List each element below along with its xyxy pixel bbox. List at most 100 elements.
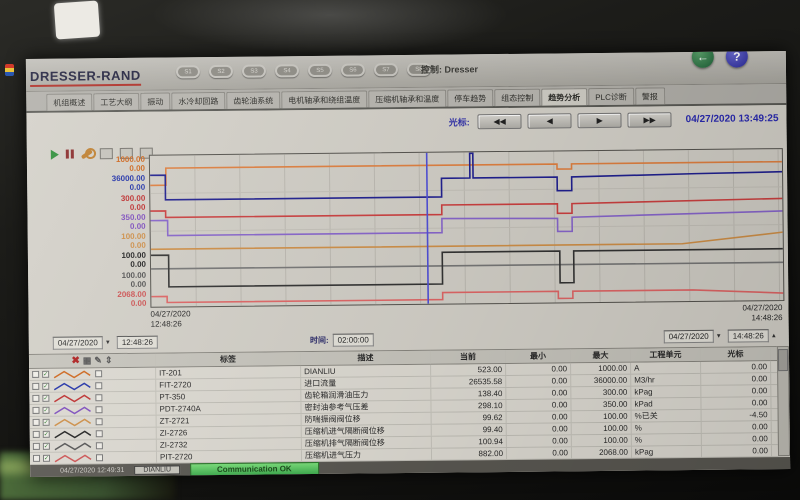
pen-description: 压缩机进气隔断阀位移 xyxy=(301,424,432,438)
tab-1[interactable]: 机组概述 xyxy=(46,93,93,111)
s-button-s1[interactable]: S1 xyxy=(175,65,201,79)
edit-pen-icon[interactable]: ✎ xyxy=(94,355,102,366)
pen-row-IT-201[interactable]: ✓ IT-201 DIANLIU 523.00 0.00 1000.00 A 0.00 xyxy=(29,361,778,381)
pen-row-tools: ✓ xyxy=(29,427,157,440)
tab-7[interactable]: 压缩机轴承和温度 xyxy=(368,89,447,108)
pen-enabled-checkbox[interactable]: ✓ xyxy=(42,406,50,414)
column-header-7[interactable]: 光标 xyxy=(700,347,772,361)
tab-4[interactable]: 水冷却回路 xyxy=(171,91,226,110)
pen-enabled-checkbox[interactable]: ✓ xyxy=(42,418,50,426)
column-header-2[interactable]: 描述 xyxy=(300,350,432,366)
end-time-field[interactable]: 14:48:26 xyxy=(727,329,769,343)
start-date-picker[interactable]: 04/27/2020 xyxy=(52,336,103,350)
pen-row-PIT-2720[interactable]: ✓ PIT-2720 压缩机进气压力 882.00 0.00 2068.00 kPag 0.0… xyxy=(29,445,779,465)
tab-2[interactable]: 工艺大纲 xyxy=(93,92,140,111)
tab-9[interactable]: 组态控制 xyxy=(494,88,541,107)
column-header-5[interactable]: 最大 xyxy=(570,348,632,363)
pen-color-swatch xyxy=(54,394,91,402)
s-button-s7[interactable]: S7 xyxy=(373,63,399,77)
pen-enabled-checkbox[interactable]: ✓ xyxy=(42,394,50,402)
pen-min-value: 0.00 xyxy=(506,363,572,375)
tab-5[interactable]: 齿轮油系统 xyxy=(226,91,281,109)
pen-row-PT-350[interactable]: ✓ PT-350 齿轮箱润滑油压力 138.40 0.00 300.00 kPag 0.00 xyxy=(29,385,778,405)
pen-current-value: 26535.58 xyxy=(431,375,507,388)
tab-6[interactable]: 电机轴承和绕组温度 xyxy=(281,90,368,109)
pen-row-ZT-2721[interactable]: ✓ ZT-2721 防喘振阀阀位移 99.62 0.00 100.00 %已关 -4.50 xyxy=(29,409,778,429)
pen-row-PDT-2740A[interactable]: ✓ PDT-2740A 密封油参考气压差 298.10 0.00 350.00 kPad 0.… xyxy=(29,397,778,417)
s-button-s3[interactable]: S3 xyxy=(241,64,267,78)
pen-visible-checkbox[interactable] xyxy=(32,454,41,462)
column-header-6[interactable]: 工程单元 xyxy=(630,347,702,362)
pen-visible-checkbox[interactable] xyxy=(32,406,40,414)
pen-row-tools: ✓ xyxy=(29,379,157,392)
pen-unit: A xyxy=(631,361,702,374)
pen-description: 压缩机排气隔断阀位移 xyxy=(301,436,432,450)
help-icon[interactable]: ? xyxy=(725,51,748,68)
start-date-dropdown-icon[interactable]: ▼ xyxy=(104,339,111,346)
pen-visible-checkbox[interactable] xyxy=(32,382,40,390)
cursor-step-button-3[interactable]: ▶ xyxy=(577,112,622,129)
pen-visible-checkbox[interactable] xyxy=(32,442,40,450)
x-axis-labels: 04/27/2020 12:48:26 04/27/2020 14:48:26 xyxy=(150,303,782,330)
pen-scale-button[interactable] xyxy=(95,442,103,450)
communication-status-button[interactable]: Communication OK xyxy=(189,461,319,477)
pen-visible-checkbox[interactable] xyxy=(32,370,40,378)
end-date-picker[interactable]: 04/27/2020 xyxy=(663,329,714,344)
sort-icon[interactable]: ⇕ xyxy=(104,355,113,366)
cursor-datetime: 04/27/2020 13:49:25 xyxy=(685,113,779,126)
pen-scale-button[interactable] xyxy=(95,454,104,462)
axis-max: 350.00 xyxy=(120,212,146,222)
pen-visible-checkbox[interactable] xyxy=(32,418,40,426)
tab-8[interactable]: 停车趋势 xyxy=(447,89,494,107)
start-time-field[interactable]: 12:48:26 xyxy=(116,335,159,350)
end-time-spinner-icon[interactable]: ▲ xyxy=(770,332,777,339)
axis-min: 0.00 xyxy=(130,240,146,251)
tab-3[interactable]: 振动 xyxy=(140,92,171,110)
trace-PIT-2720 xyxy=(151,289,783,303)
column-header-4[interactable]: 最小 xyxy=(505,349,572,363)
pen-enabled-checkbox[interactable]: ✓ xyxy=(42,370,50,378)
trend-cursor-line[interactable] xyxy=(427,153,429,304)
s-button-s5[interactable]: S5 xyxy=(307,63,333,78)
pen-row-FIT-2720[interactable]: ✓ FIT-2720 进口流量 26535.58 0.00 36000.00 M3/hr 0.… xyxy=(29,373,778,393)
back-icon[interactable]: ← xyxy=(691,51,714,69)
pen-row-tools: ✓ xyxy=(29,439,157,452)
end-date-dropdown-icon[interactable]: ▼ xyxy=(715,333,722,340)
tab-12[interactable]: 警报 xyxy=(634,87,665,105)
camera-glare xyxy=(120,0,540,60)
pen-row-ZI-2726[interactable]: ✓ ZI-2726 压缩机进气隔断阀位移 99.40 0.00 100.00% 0.00 xyxy=(29,421,778,441)
pen-scale-button[interactable] xyxy=(95,382,103,390)
table-scrollbar[interactable] xyxy=(776,346,791,457)
cursor-step-button-4[interactable]: ▶▶ xyxy=(627,112,672,128)
tab-10[interactable]: 趋势分析 xyxy=(541,88,588,106)
select-all-icon[interactable]: ▦ xyxy=(82,355,92,366)
pen-scale-button[interactable] xyxy=(95,394,103,402)
cursor-step-button-2[interactable]: ◀ xyxy=(527,113,572,129)
pen-description: DIANLIU xyxy=(301,364,432,378)
pen-visible-checkbox[interactable] xyxy=(32,394,40,402)
delete-pen-icon[interactable]: ✖ xyxy=(71,355,80,367)
pen-enabled-checkbox[interactable]: ✓ xyxy=(42,454,51,462)
pen-enabled-checkbox[interactable]: ✓ xyxy=(42,430,50,438)
pen-unit: kPag xyxy=(631,445,703,458)
trend-plot[interactable] xyxy=(148,148,785,308)
pen-enabled-checkbox[interactable]: ✓ xyxy=(42,442,50,450)
pen-scale-button[interactable] xyxy=(95,430,103,438)
span-field[interactable]: 02:00:00 xyxy=(332,333,374,347)
tab-11[interactable]: PLC诊断 xyxy=(588,87,634,106)
s-button-s2[interactable]: S2 xyxy=(208,64,234,79)
pen-current-value: 298.10 xyxy=(431,399,507,412)
s-button-s6[interactable]: S6 xyxy=(340,63,366,77)
column-header-1[interactable]: 标签 xyxy=(155,352,302,367)
pen-enabled-checkbox[interactable]: ✓ xyxy=(42,382,50,390)
pen-row-ZI-2732[interactable]: ✓ ZI-2732 压缩机排气隔断阀位移 100.94 0.00 100.00% 0.00 xyxy=(29,433,778,453)
s-button-s4[interactable]: S4 xyxy=(274,64,300,78)
pen-current-value: 523.00 xyxy=(431,363,507,376)
pen-scale-button[interactable] xyxy=(95,406,103,414)
pen-scale-button[interactable] xyxy=(95,370,103,378)
axis-min: 0.00 xyxy=(129,183,146,193)
pen-scale-button[interactable] xyxy=(95,418,103,426)
cursor-step-button-1[interactable]: ◀◀ xyxy=(477,113,522,130)
column-header-3[interactable]: 当前 xyxy=(430,349,507,364)
pen-visible-checkbox[interactable] xyxy=(32,430,40,438)
